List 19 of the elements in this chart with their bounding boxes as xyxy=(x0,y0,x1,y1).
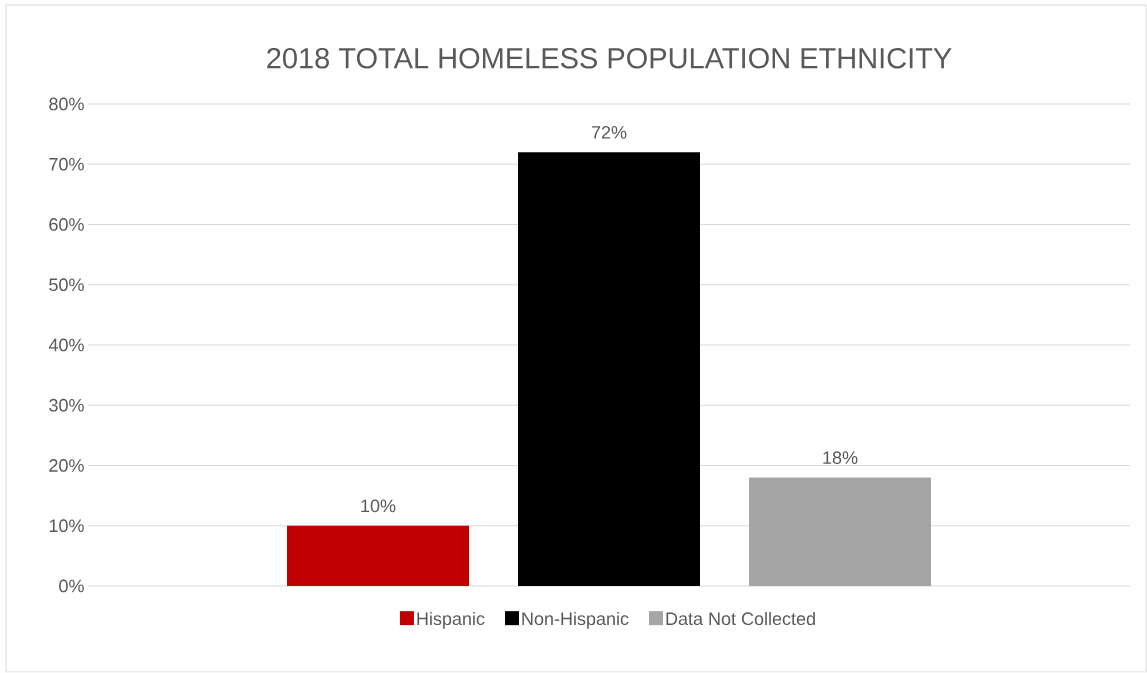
y-tick-label: 70% xyxy=(49,157,84,171)
y-tick-label: 30% xyxy=(49,398,84,412)
y-tick-label: 50% xyxy=(49,278,84,292)
data-label: 18% xyxy=(823,451,858,465)
data-label: 72% xyxy=(591,125,627,139)
y-tick-label: 10% xyxy=(49,519,84,533)
bar xyxy=(518,152,701,586)
legend-label: Non-Hispanic xyxy=(522,611,629,629)
y-tick-label: 40% xyxy=(48,338,84,352)
y-tick-label: 60% xyxy=(49,218,84,231)
legend-label: Hispanic xyxy=(417,611,485,629)
bar xyxy=(287,525,470,586)
y-tick-label: 0% xyxy=(59,579,84,593)
legend-label: Data Not Collected xyxy=(666,611,815,626)
y-tick-label: 80% xyxy=(49,97,84,111)
y-tick-label: 20% xyxy=(49,459,84,472)
bar xyxy=(749,477,932,586)
chart-title: 2018 TOTAL HOMELESS POPULATION ETHNICITY xyxy=(267,47,952,69)
data-label: 10% xyxy=(361,499,396,513)
